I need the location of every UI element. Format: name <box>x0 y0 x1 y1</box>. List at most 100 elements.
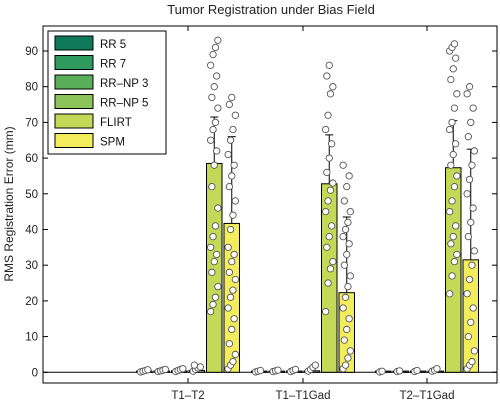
data-point <box>450 182 459 191</box>
legend: RR 5 RR 7 RR–NP 3 RR–NP 5 FLIRT SPM <box>47 30 167 155</box>
data-point <box>326 90 335 98</box>
data-point <box>341 225 350 234</box>
data-point <box>340 336 348 344</box>
data-point <box>449 65 457 73</box>
data-point <box>212 250 221 259</box>
data-point <box>339 232 347 241</box>
legend-swatch <box>54 55 94 70</box>
data-point <box>229 125 237 134</box>
data-point <box>228 257 236 266</box>
legend-swatch <box>54 35 94 51</box>
data-point <box>470 147 478 155</box>
data-point <box>206 61 215 69</box>
data-point <box>378 367 386 375</box>
data-point <box>209 300 217 309</box>
data-point <box>447 240 455 248</box>
data-point <box>345 315 353 323</box>
data-point <box>225 340 234 348</box>
data-point <box>228 93 236 102</box>
legend-label: RR–NP 5 <box>100 98 148 110</box>
data-point <box>449 232 457 241</box>
legend-label: RR 5 <box>100 39 126 51</box>
data-point <box>324 197 332 205</box>
data-point <box>210 83 218 91</box>
data-point <box>344 282 352 291</box>
data-point <box>325 61 333 69</box>
data-point <box>445 207 454 216</box>
data-point <box>214 282 222 291</box>
y-tick-label: 20 <box>25 296 38 308</box>
data-point <box>214 104 222 112</box>
y-tick-label: 30 <box>25 260 38 272</box>
data-point <box>224 150 232 159</box>
data-point <box>224 304 232 312</box>
data-point <box>208 93 216 102</box>
data-point <box>445 290 454 298</box>
plot-area <box>42 25 498 384</box>
data-point <box>340 261 348 269</box>
data-point <box>144 366 152 374</box>
data-point <box>321 307 330 316</box>
x-axis: T1–T2 T1–T1Gad T2–T1Gad <box>171 26 454 402</box>
data-point <box>323 168 331 177</box>
data-point <box>206 243 215 251</box>
data-point <box>325 154 333 162</box>
data-point <box>326 186 335 194</box>
data-point <box>448 118 456 127</box>
data-point <box>228 325 236 334</box>
y-tick-label: 0 <box>32 367 38 379</box>
data-point <box>325 232 333 241</box>
legend-label: RR 7 <box>100 59 126 71</box>
data-point <box>447 75 455 84</box>
data-point <box>231 197 240 205</box>
y-tick-label: 10 <box>25 332 38 344</box>
data-point <box>345 240 353 248</box>
data-point <box>211 118 220 127</box>
data-point <box>469 204 477 212</box>
data-point <box>346 347 354 355</box>
data-point <box>226 293 235 301</box>
data-point <box>468 357 476 366</box>
y-axis: 0 10 20 30 40 50 60 70 80 90 <box>25 46 497 379</box>
data-point <box>225 100 234 109</box>
data-point <box>344 218 352 227</box>
data-point <box>467 118 475 127</box>
legend-swatch <box>54 133 94 148</box>
data-point <box>208 182 216 191</box>
data-point <box>329 257 337 266</box>
data-point <box>469 304 477 312</box>
data-point <box>465 83 474 91</box>
data-point <box>224 243 232 251</box>
data-point <box>230 250 238 259</box>
data-point <box>470 247 478 255</box>
data-point <box>206 136 215 144</box>
data-point <box>323 243 331 251</box>
data-point <box>323 72 331 80</box>
data-point <box>450 104 459 112</box>
points-layer <box>136 36 478 376</box>
data-point <box>451 222 460 230</box>
bar <box>206 162 223 373</box>
data-point <box>214 36 222 44</box>
data-point <box>327 140 336 148</box>
data-point <box>395 367 404 375</box>
data-point <box>448 272 456 280</box>
data-point <box>463 190 471 198</box>
data-point <box>212 72 221 80</box>
data-point <box>339 161 347 169</box>
legend-label: FLIRT <box>100 117 132 129</box>
legend-swatch <box>54 94 94 109</box>
data-point <box>225 268 234 276</box>
legend-label: RR–NP 3 <box>100 78 148 90</box>
data-point <box>467 318 475 326</box>
x-tick-label: T1–T1Gad <box>276 390 331 402</box>
data-point <box>453 250 461 259</box>
y-tick-label: 40 <box>25 224 38 236</box>
data-point <box>464 332 472 341</box>
data-point <box>433 365 441 373</box>
data-point <box>344 354 352 362</box>
data-point <box>209 125 217 134</box>
data-point <box>464 133 472 141</box>
legend-swatch <box>54 113 94 129</box>
